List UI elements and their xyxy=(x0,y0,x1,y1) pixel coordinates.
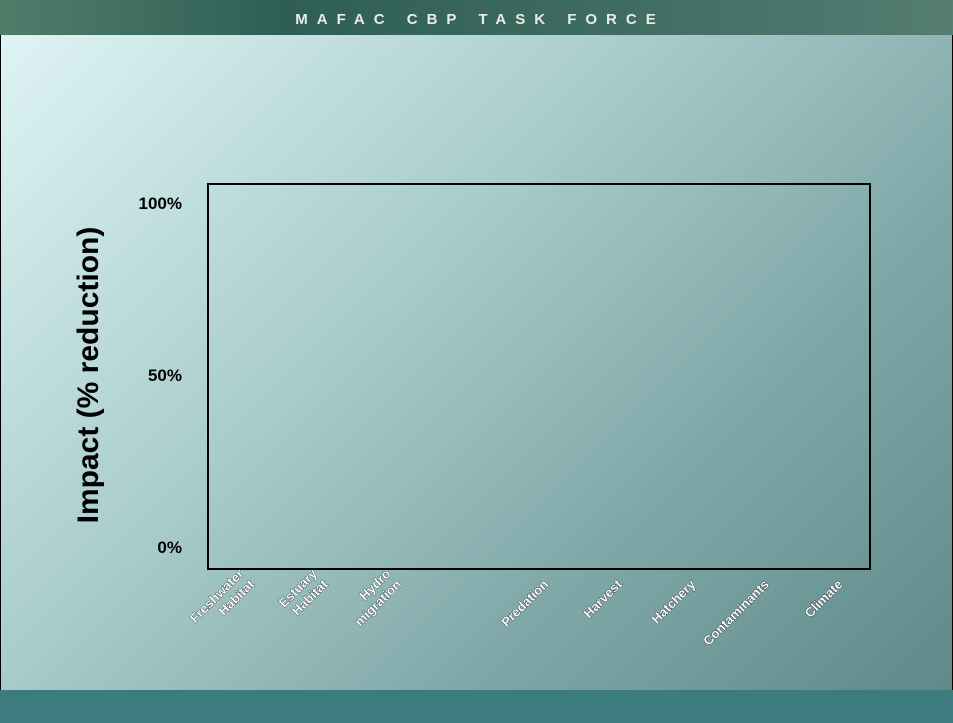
header-bar xyxy=(0,0,953,35)
x-tick-label: Contaminants xyxy=(700,577,772,649)
x-tick-label: Hatchery xyxy=(649,576,699,626)
x-tick-line: Climate xyxy=(802,577,846,621)
header-title: MAFAC CBP TASK FORCE xyxy=(295,11,664,28)
x-tick-line: Contaminants xyxy=(700,577,772,649)
plot-frame xyxy=(207,183,871,570)
x-tick-label: Harvest xyxy=(581,576,626,621)
x-tick-line: Harvest xyxy=(581,576,626,621)
footer-bar xyxy=(0,690,953,723)
x-tick-label: Climate xyxy=(802,577,846,621)
y-tick-label: 50% xyxy=(148,366,182,385)
x-tick-label: FreshwaterHabitat xyxy=(187,566,258,637)
x-tick-label: Predation xyxy=(499,577,552,630)
x-tick-line: Predation xyxy=(499,577,552,630)
x-tick-label: Hydromigration xyxy=(341,566,404,629)
y-tick-label: 0% xyxy=(157,538,182,557)
x-tick-line: Hatchery xyxy=(649,576,699,626)
y-tick-label: 100% xyxy=(139,194,182,213)
y-axis-title: Impact (% reduction) xyxy=(72,227,105,524)
x-tick-label: EstuaryHabitat xyxy=(276,566,331,621)
